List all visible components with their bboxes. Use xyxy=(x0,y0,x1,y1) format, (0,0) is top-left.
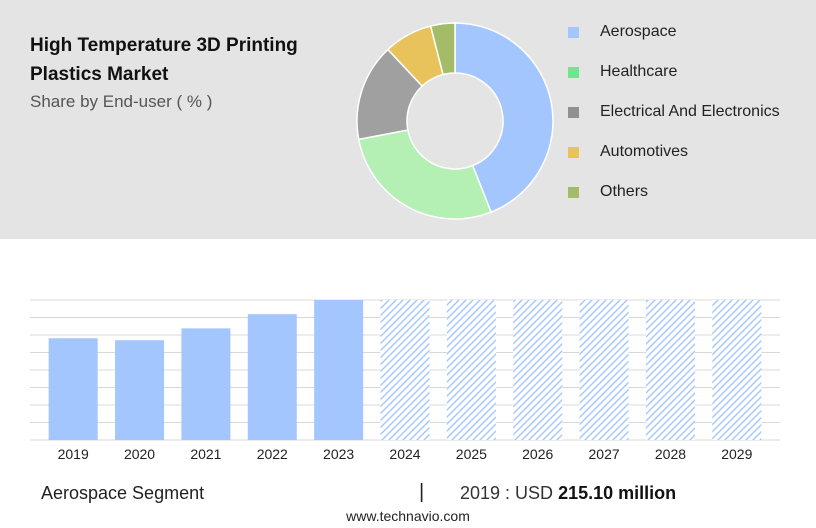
bar-2021 xyxy=(181,328,231,440)
legend-item: Automotives xyxy=(568,132,780,172)
chart-subtitle: Share by End-user ( % ) xyxy=(30,92,213,111)
legend-item: Others xyxy=(568,172,780,212)
donut-slice-healthcare xyxy=(357,129,493,220)
x-tick-label: 2022 xyxy=(257,446,288,462)
legend-label: Healthcare xyxy=(600,63,678,80)
source-url[interactable]: www.technavio.com xyxy=(346,508,470,524)
segment-year-label: 2019 : USD xyxy=(460,483,554,503)
forecast-bar-2027 xyxy=(579,300,629,440)
forecast-bar-2026 xyxy=(513,300,563,440)
legend-swatch xyxy=(568,106,579,118)
bar-2022 xyxy=(247,314,297,440)
x-tick-label: 2023 xyxy=(323,446,354,462)
x-tick-label: 2021 xyxy=(190,446,221,462)
forecast-bar-2028 xyxy=(645,300,695,440)
chart-title: High Temperature 3D Printing Plastics Ma… xyxy=(30,35,298,85)
donut-chart xyxy=(356,22,554,220)
legend-swatch xyxy=(568,186,579,198)
x-tick-label: 2026 xyxy=(522,446,553,462)
forecast-bar-2029 xyxy=(712,300,762,440)
segment-amount: 215.10 million xyxy=(558,483,677,503)
x-tick-label: 2020 xyxy=(124,446,155,462)
x-tick-label: 2027 xyxy=(589,446,620,462)
bar-2020 xyxy=(115,340,165,440)
legend-item: Electrical And Electronics xyxy=(568,92,780,132)
legend-label: Aerospace xyxy=(600,23,677,40)
legend-item: Healthcare xyxy=(568,52,780,92)
x-tick-label: 2028 xyxy=(655,446,686,462)
footer-separator: | xyxy=(419,481,425,503)
segment-label: Aerospace Segment xyxy=(41,483,205,503)
bar-2019 xyxy=(48,338,98,440)
x-tick-label: 2024 xyxy=(389,446,420,462)
x-tick-label: 2019 xyxy=(58,446,89,462)
legend-item: Aerospace xyxy=(568,12,780,52)
segment-value: 2019 : USD 215.10 million xyxy=(460,483,676,504)
x-tick-label: 2025 xyxy=(456,446,487,462)
forecast-bar-2024 xyxy=(380,300,430,440)
donut-legend: Aerospace Healthcare Electrical And Electr… xyxy=(568,12,780,212)
bar-2023 xyxy=(314,300,364,440)
donut-slice-aerospace xyxy=(454,22,554,214)
forecast-bar-2025 xyxy=(446,300,496,440)
legend-swatch xyxy=(568,66,579,78)
legend-label: Others xyxy=(600,183,649,200)
legend-label: Electrical And Electronics xyxy=(600,103,780,120)
legend-label: Automotives xyxy=(600,143,689,160)
bar-chart: 2019 2020 2021 2022 2023 2024 2025 2026 2027 2028… xyxy=(30,299,780,462)
donut-slice-others xyxy=(429,22,456,76)
x-tick-label: 2029 xyxy=(721,446,752,462)
legend-swatch xyxy=(568,146,579,158)
legend-swatch xyxy=(568,26,579,38)
